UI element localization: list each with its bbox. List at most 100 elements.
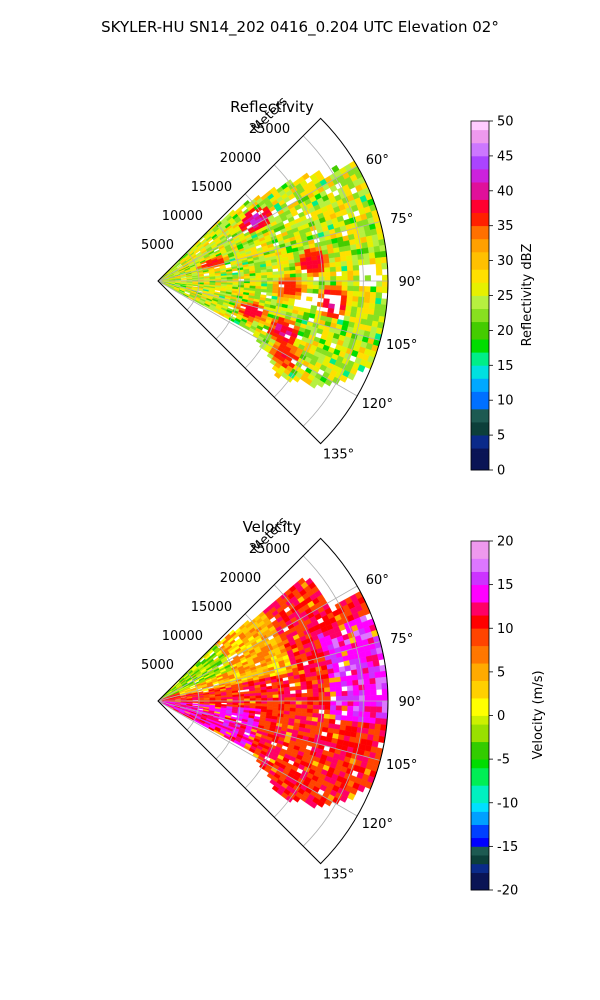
radar-gate (295, 273, 302, 278)
colorbar-tick-label: 45 (497, 149, 514, 164)
theta-gridline (157, 641, 381, 702)
colorbar-step (471, 142, 489, 148)
colorbar-step (471, 772, 489, 777)
colorbar-step (471, 456, 489, 462)
colorbar-step (471, 208, 489, 214)
radial-tick-label: 15000 (191, 180, 232, 195)
radar-gate (255, 278, 262, 282)
radar-gate (369, 677, 377, 685)
radar-gate (376, 706, 383, 713)
radar-gate (381, 262, 388, 270)
colorbar-step (471, 155, 489, 161)
radar-gate (254, 711, 262, 715)
colorbar-step (471, 615, 489, 620)
reflectivity-panel: Reflectivity 60° 75° 90° 105° 120° 135° 5000 10… (141, 94, 535, 478)
colorbar-step (471, 378, 489, 384)
radar-gate (243, 696, 251, 699)
radar-gate (346, 685, 354, 692)
radar-gate (255, 700, 262, 704)
radar-gate (369, 257, 377, 265)
colorbar-step (471, 558, 489, 564)
radar-gate (357, 679, 365, 686)
radar-gate (226, 276, 233, 280)
radar-gate (338, 309, 346, 316)
colorbar-step (471, 160, 489, 166)
radar-gate (364, 700, 371, 707)
radar-gate (323, 682, 331, 689)
colorbar-step (471, 195, 489, 200)
radar-gate (290, 280, 297, 285)
colorbar-step (471, 452, 489, 458)
radar-gate (364, 275, 371, 282)
radar-gate (192, 701, 199, 704)
radar-gate (311, 259, 319, 265)
radar-gate (289, 266, 296, 271)
colorbar-step (471, 698, 489, 703)
colorbar-tick-label: 0 (497, 709, 505, 724)
colorbar-step (471, 212, 489, 218)
radar-gate (285, 795, 294, 803)
colorbar-step (471, 750, 489, 756)
theta-gridline (157, 280, 381, 341)
colorbar-step (471, 448, 489, 453)
radar-gate (313, 696, 320, 702)
radar-gate (353, 695, 360, 702)
range-gridline (244, 613, 282, 789)
radar-gate (322, 302, 330, 309)
radar-gate (335, 714, 342, 721)
radar-gate (359, 695, 366, 702)
colorbar-step (471, 173, 489, 179)
radar-gate (374, 251, 382, 259)
radar-gate (368, 252, 376, 259)
colorbar-step (471, 645, 489, 651)
radar-gate (380, 718, 388, 726)
theta-tick-label: 120° (362, 817, 393, 832)
colorbar-step (471, 702, 489, 708)
radar-gate (313, 280, 320, 286)
radar-gate (341, 705, 348, 712)
colorbar-step (471, 312, 489, 318)
radar-gate (370, 286, 377, 293)
radial-tick-label: 25000 (249, 542, 290, 557)
radar-gate (352, 679, 359, 686)
colorbar-step (471, 343, 489, 349)
radar-gate (358, 286, 366, 293)
radar-gate (356, 248, 364, 255)
radial-tick-label: 5000 (141, 238, 174, 253)
colorbar-tick-label: 0 (497, 464, 505, 479)
colorbar-step (471, 680, 489, 686)
colorbar-step (471, 147, 489, 152)
theta-gridline (157, 585, 358, 702)
radar-gate (324, 285, 331, 291)
radar-gate (306, 264, 313, 270)
radar-gate (335, 691, 343, 697)
radar-gate (375, 292, 383, 299)
colorbar-step (471, 833, 489, 839)
colorbar-step (471, 549, 489, 555)
radar-gate (324, 696, 331, 702)
colorbar-tick-label: 25 (497, 289, 514, 304)
colorbar-step (471, 842, 489, 847)
theta-tick-label: 90° (398, 275, 421, 290)
colorbar-step (471, 623, 489, 629)
colorbar-step (471, 129, 489, 135)
radar-gate (284, 700, 291, 705)
radar-gate (341, 280, 348, 287)
colorbar-step (471, 610, 489, 616)
range-gridline (215, 642, 241, 760)
reflectivity-colorbar-label: Reflectivity dBZ (520, 244, 535, 347)
colorbar-step (471, 588, 489, 594)
radar-gate (312, 708, 319, 714)
radar-gate (266, 271, 274, 276)
colorbar-step (471, 299, 489, 305)
colorbar-step (471, 807, 489, 812)
radar-gate (295, 700, 302, 705)
radar-gate (366, 240, 375, 248)
radar-gate (294, 295, 302, 300)
colorbar-step (471, 767, 489, 773)
radar-gate (346, 290, 354, 297)
sector-frame (157, 537, 389, 865)
radar-gate (312, 288, 319, 294)
colorbar-step (471, 387, 489, 392)
radar-gate (352, 291, 360, 297)
